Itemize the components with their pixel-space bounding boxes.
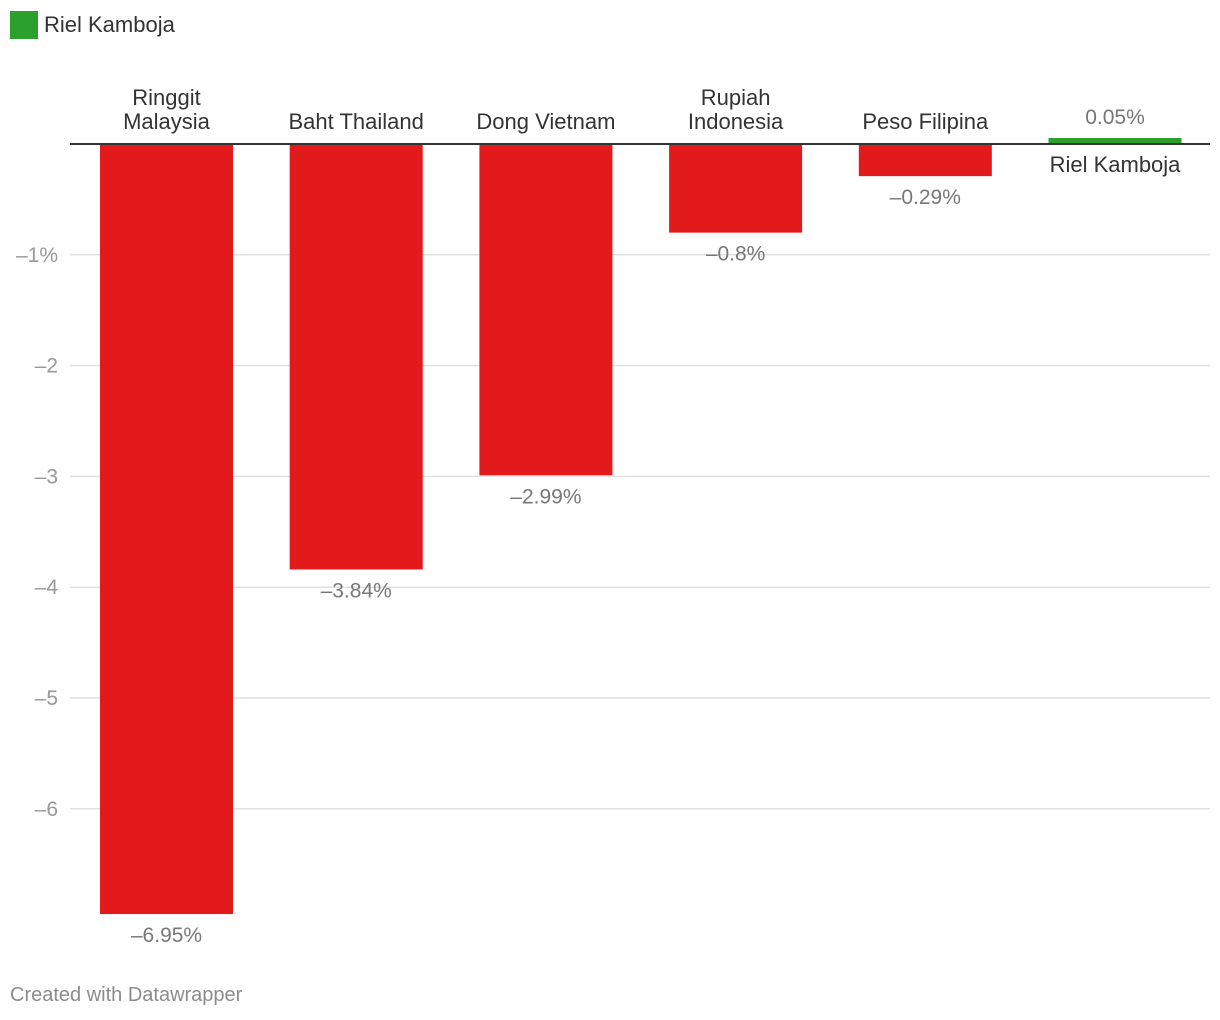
value-label: –2.99% [510,485,581,508]
y-tick-label: –4 [35,576,59,599]
y-tick-label: –6 [35,798,58,821]
bar [1048,138,1182,144]
y-tick-label: –5 [35,687,58,710]
category-label: Ringgit [132,85,200,110]
y-tick-label: –1% [16,244,58,267]
legend: Riel Kamboja [10,10,175,40]
category-label: Peso Filipina [862,109,989,134]
category-label: Baht Thailand [289,109,424,134]
value-label: –3.84% [321,579,392,602]
value-label: –0.8% [706,243,766,266]
legend-swatch [10,11,38,39]
category-label: Malaysia [123,109,211,134]
bar [479,144,613,476]
bar [100,144,233,915]
bar [289,144,423,570]
category-label: Indonesia [688,109,784,134]
category-label: Dong Vietnam [476,109,615,134]
category-label: Riel Kamboja [1050,152,1182,177]
value-label: –0.29% [890,186,961,209]
bar [669,144,803,233]
value-label: –6.95% [131,924,202,947]
legend-label: Riel Kamboja [44,12,175,37]
bar [858,144,992,177]
footer-credit: Created with Datawrapper [10,984,243,1006]
y-tick-label: –2 [35,355,58,378]
y-tick-label: –3 [35,465,58,488]
category-label: Rupiah [701,85,771,110]
value-label: 0.05% [1085,106,1145,129]
